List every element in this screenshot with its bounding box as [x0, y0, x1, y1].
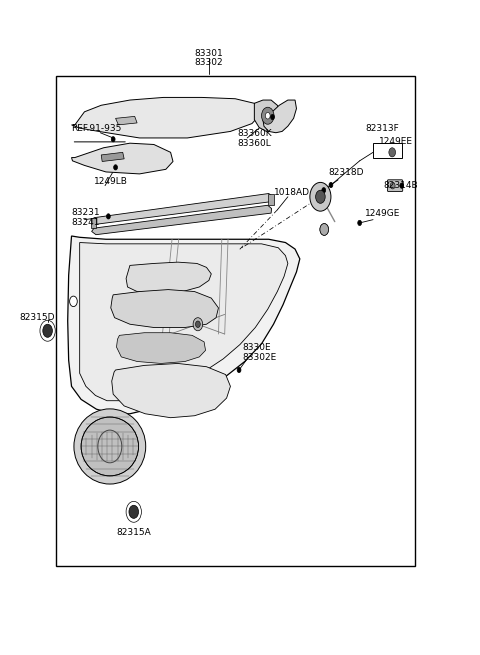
Circle shape [316, 190, 325, 203]
Polygon shape [92, 205, 272, 234]
Text: 1249LB: 1249LB [94, 177, 128, 185]
Circle shape [390, 150, 394, 155]
Polygon shape [112, 364, 230, 418]
Circle shape [129, 505, 139, 518]
Polygon shape [91, 217, 96, 228]
Text: 83360K: 83360K [238, 129, 272, 138]
Circle shape [107, 214, 110, 219]
Circle shape [271, 115, 275, 120]
Text: 83302: 83302 [194, 58, 223, 67]
Ellipse shape [74, 409, 146, 484]
Circle shape [320, 223, 328, 235]
Text: 83301: 83301 [194, 49, 223, 58]
Text: 82314B: 82314B [384, 181, 418, 190]
Circle shape [43, 324, 52, 337]
Text: 83241: 83241 [72, 218, 100, 227]
Text: 83231: 83231 [72, 208, 100, 217]
Circle shape [193, 318, 203, 331]
Polygon shape [111, 290, 218, 328]
Text: 1249EE: 1249EE [379, 137, 413, 146]
Polygon shape [263, 100, 297, 133]
Circle shape [322, 187, 325, 193]
Circle shape [111, 137, 115, 142]
Circle shape [390, 182, 395, 189]
Polygon shape [72, 98, 259, 138]
Text: REF.91-935: REF.91-935 [72, 124, 122, 133]
Polygon shape [68, 236, 300, 414]
Circle shape [262, 107, 274, 124]
Text: 83360L: 83360L [238, 140, 271, 149]
Circle shape [70, 296, 77, 307]
Bar [56, 76, 415, 566]
Circle shape [114, 165, 118, 170]
Polygon shape [268, 193, 274, 205]
Circle shape [237, 367, 241, 373]
Circle shape [389, 148, 396, 157]
Polygon shape [116, 117, 137, 125]
Text: 1249GE: 1249GE [365, 210, 401, 218]
Text: 82315D: 82315D [20, 313, 55, 322]
Polygon shape [72, 143, 173, 174]
Polygon shape [101, 153, 124, 162]
Polygon shape [80, 242, 288, 401]
Bar [373, 143, 402, 158]
Polygon shape [254, 100, 281, 132]
Circle shape [329, 182, 333, 187]
Circle shape [310, 182, 331, 211]
Text: 1018AD: 1018AD [274, 188, 310, 196]
Ellipse shape [81, 417, 139, 476]
Circle shape [265, 113, 270, 119]
Circle shape [195, 321, 200, 328]
Text: 8330E: 8330E [242, 343, 271, 352]
Circle shape [358, 220, 361, 225]
Text: 82313F: 82313F [365, 124, 399, 133]
Circle shape [400, 183, 404, 188]
Polygon shape [126, 262, 211, 293]
Polygon shape [117, 333, 205, 364]
Text: 82315A: 82315A [116, 528, 151, 537]
Text: 83302E: 83302E [242, 353, 276, 362]
Polygon shape [92, 193, 274, 224]
Text: 82318D: 82318D [328, 168, 364, 177]
FancyBboxPatch shape [387, 179, 403, 191]
